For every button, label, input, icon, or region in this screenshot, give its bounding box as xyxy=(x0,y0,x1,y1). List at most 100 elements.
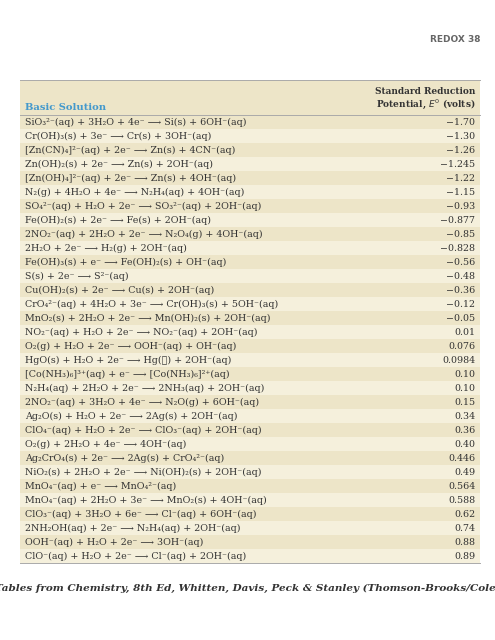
Text: ClO⁻(aq) + H₂O + 2e⁻ ⟶ Cl⁻(aq) + 2OH⁻(aq): ClO⁻(aq) + H₂O + 2e⁻ ⟶ Cl⁻(aq) + 2OH⁻(aq… xyxy=(25,552,246,561)
Text: −1.245: −1.245 xyxy=(440,160,475,169)
Text: ClO₃⁻(aq) + 3H₂O + 6e⁻ ⟶ Cl⁻(aq) + 6OH⁻(aq): ClO₃⁻(aq) + 3H₂O + 6e⁻ ⟶ Cl⁻(aq) + 6OH⁻(… xyxy=(25,509,256,519)
Text: −0.48: −0.48 xyxy=(446,272,475,281)
Text: [Co(NH₃)₆]³⁺(aq) + e⁻ ⟶ [Co(NH₃)₆]²⁺(aq): [Co(NH₃)₆]³⁺(aq) + e⁻ ⟶ [Co(NH₃)₆]²⁺(aq) xyxy=(25,370,229,379)
Bar xyxy=(20,269,480,283)
Text: Standard Reduction: Standard Reduction xyxy=(375,87,475,96)
Text: Tables from Chemistry, 8th Ed, Whitten, Davis, Peck & Stanley (Thomson-Brooks/Co: Tables from Chemistry, 8th Ed, Whitten, … xyxy=(0,584,495,593)
Bar xyxy=(20,213,480,227)
Text: −1.30: −1.30 xyxy=(446,132,475,141)
Text: −0.828: −0.828 xyxy=(440,244,475,253)
Text: 0.49: 0.49 xyxy=(454,468,475,477)
Text: 0.36: 0.36 xyxy=(454,426,475,435)
Bar xyxy=(20,437,480,451)
Text: 0.10: 0.10 xyxy=(454,384,475,393)
Bar xyxy=(20,396,480,409)
Bar xyxy=(20,535,480,549)
Text: NiO₂(s) + 2H₂O + 2e⁻ ⟶ Ni(OH)₂(s) + 2OH⁻(aq): NiO₂(s) + 2H₂O + 2e⁻ ⟶ Ni(OH)₂(s) + 2OH⁻… xyxy=(25,468,261,477)
Text: −0.36: −0.36 xyxy=(446,285,475,294)
Text: Cu(OH)₂(s) + 2e⁻ ⟶ Cu(s) + 2OH⁻(aq): Cu(OH)₂(s) + 2e⁻ ⟶ Cu(s) + 2OH⁻(aq) xyxy=(25,285,214,295)
Bar xyxy=(20,80,480,563)
Text: −0.05: −0.05 xyxy=(446,314,475,323)
Text: −0.12: −0.12 xyxy=(446,300,475,308)
Text: −0.85: −0.85 xyxy=(446,230,475,239)
Bar xyxy=(20,409,480,423)
Text: REDOX 38: REDOX 38 xyxy=(430,35,480,44)
Text: −1.70: −1.70 xyxy=(446,118,475,127)
Bar xyxy=(20,115,480,129)
Text: [Zn(OH)₄]²⁻(aq) + 2e⁻ ⟶ Zn(s) + 4OH⁻(aq): [Zn(OH)₄]²⁻(aq) + 2e⁻ ⟶ Zn(s) + 4OH⁻(aq) xyxy=(25,173,236,183)
Bar xyxy=(20,521,480,535)
Bar xyxy=(20,479,480,493)
Bar xyxy=(20,255,480,269)
Text: Ag₂CrO₄(s) + 2e⁻ ⟶ 2Ag(s) + CrO₄²⁻(aq): Ag₂CrO₄(s) + 2e⁻ ⟶ 2Ag(s) + CrO₄²⁻(aq) xyxy=(25,454,224,463)
Bar xyxy=(20,465,480,479)
Text: OOH⁻(aq) + H₂O + 2e⁻ ⟶ 3OH⁻(aq): OOH⁻(aq) + H₂O + 2e⁻ ⟶ 3OH⁻(aq) xyxy=(25,538,203,547)
Text: −0.877: −0.877 xyxy=(440,216,475,225)
Bar xyxy=(20,283,480,297)
Text: N₂H₄(aq) + 2H₂O + 2e⁻ ⟶ 2NH₃(aq) + 2OH⁻(aq): N₂H₄(aq) + 2H₂O + 2e⁻ ⟶ 2NH₃(aq) + 2OH⁻(… xyxy=(25,383,264,393)
Text: MnO₂(s) + 2H₂O + 2e⁻ ⟶ Mn(OH)₂(s) + 2OH⁻(aq): MnO₂(s) + 2H₂O + 2e⁻ ⟶ Mn(OH)₂(s) + 2OH⁻… xyxy=(25,314,270,323)
Bar xyxy=(20,172,480,185)
Bar xyxy=(20,549,480,563)
Text: 0.89: 0.89 xyxy=(454,552,475,561)
Bar xyxy=(20,339,480,353)
Bar xyxy=(20,80,480,115)
Text: −0.93: −0.93 xyxy=(446,202,475,211)
Bar xyxy=(20,367,480,381)
Bar xyxy=(20,185,480,199)
Text: HgO(s) + H₂O + 2e⁻ ⟶ Hg(ℓ) + 2OH⁻(aq): HgO(s) + H₂O + 2e⁻ ⟶ Hg(ℓ) + 2OH⁻(aq) xyxy=(25,356,231,365)
Text: ClO₄⁻(aq) + H₂O + 2e⁻ ⟶ ClO₃⁻(aq) + 2OH⁻(aq): ClO₄⁻(aq) + H₂O + 2e⁻ ⟶ ClO₃⁻(aq) + 2OH⁻… xyxy=(25,426,261,435)
Text: 0.446: 0.446 xyxy=(448,454,475,463)
Text: Potential, $E^0$ (volts): Potential, $E^0$ (volts) xyxy=(376,97,475,111)
Text: N₂(g) + 4H₂O + 4e⁻ ⟶ N₂H₄(aq) + 4OH⁻(aq): N₂(g) + 4H₂O + 4e⁻ ⟶ N₂H₄(aq) + 4OH⁻(aq) xyxy=(25,188,244,196)
Text: 2NO₂⁻(aq) + 2H₂O + 2e⁻ ⟶ N₂O₄(g) + 4OH⁻(aq): 2NO₂⁻(aq) + 2H₂O + 2e⁻ ⟶ N₂O₄(g) + 4OH⁻(… xyxy=(25,230,262,239)
Text: 0.588: 0.588 xyxy=(448,496,475,505)
Text: 0.076: 0.076 xyxy=(448,342,475,351)
Text: 0.88: 0.88 xyxy=(454,538,475,547)
Bar xyxy=(20,507,480,521)
Text: 0.62: 0.62 xyxy=(454,509,475,518)
Text: −1.22: −1.22 xyxy=(446,173,475,182)
Text: 0.564: 0.564 xyxy=(448,482,475,491)
Text: [Zn(CN)₄]²⁻(aq) + 2e⁻ ⟶ Zn(s) + 4CN⁻(aq): [Zn(CN)₄]²⁻(aq) + 2e⁻ ⟶ Zn(s) + 4CN⁻(aq) xyxy=(25,146,235,155)
Bar xyxy=(20,297,480,311)
Text: 0.0984: 0.0984 xyxy=(442,356,475,365)
Text: 0.10: 0.10 xyxy=(454,370,475,379)
Text: SiO₃²⁻(aq) + 3H₂O + 4e⁻ ⟶ Si(s) + 6OH⁻(aq): SiO₃²⁻(aq) + 3H₂O + 4e⁻ ⟶ Si(s) + 6OH⁻(a… xyxy=(25,118,246,127)
Text: 2NH₂OH(aq) + 2e⁻ ⟶ N₂H₄(aq) + 2OH⁻(aq): 2NH₂OH(aq) + 2e⁻ ⟶ N₂H₄(aq) + 2OH⁻(aq) xyxy=(25,524,240,532)
Text: O₂(g) + H₂O + 2e⁻ ⟶ OOH⁻(aq) + OH⁻(aq): O₂(g) + H₂O + 2e⁻ ⟶ OOH⁻(aq) + OH⁻(aq) xyxy=(25,342,236,351)
Text: −0.56: −0.56 xyxy=(446,258,475,267)
Text: Basic Solution: Basic Solution xyxy=(25,103,106,112)
Text: Zn(OH)₂(s) + 2e⁻ ⟶ Zn(s) + 2OH⁻(aq): Zn(OH)₂(s) + 2e⁻ ⟶ Zn(s) + 2OH⁻(aq) xyxy=(25,159,213,169)
Text: Fe(OH)₃(s) + e⁻ ⟶ Fe(OH)₂(s) + OH⁻(aq): Fe(OH)₃(s) + e⁻ ⟶ Fe(OH)₂(s) + OH⁻(aq) xyxy=(25,258,226,267)
Bar xyxy=(20,129,480,143)
Text: MnO₄⁻(aq) + e⁻ ⟶ MnO₄²⁻(aq): MnO₄⁻(aq) + e⁻ ⟶ MnO₄²⁻(aq) xyxy=(25,482,176,491)
Text: −1.26: −1.26 xyxy=(446,146,475,155)
Bar xyxy=(20,157,480,171)
Bar xyxy=(20,451,480,465)
Bar xyxy=(20,493,480,507)
Text: SO₄²⁻(aq) + H₂O + 2e⁻ ⟶ SO₃²⁻(aq) + 2OH⁻(aq): SO₄²⁻(aq) + H₂O + 2e⁻ ⟶ SO₃²⁻(aq) + 2OH⁻… xyxy=(25,202,261,211)
Bar xyxy=(20,241,480,255)
Text: 0.01: 0.01 xyxy=(454,328,475,337)
Bar xyxy=(20,227,480,241)
Text: O₂(g) + 2H₂O + 4e⁻ ⟶ 4OH⁻(aq): O₂(g) + 2H₂O + 4e⁻ ⟶ 4OH⁻(aq) xyxy=(25,440,186,449)
Bar xyxy=(20,381,480,395)
Bar xyxy=(20,143,480,157)
Bar xyxy=(20,353,480,367)
Text: 2NO₂⁻(aq) + 3H₂O + 4e⁻ ⟶ N₂O(g) + 6OH⁻(aq): 2NO₂⁻(aq) + 3H₂O + 4e⁻ ⟶ N₂O(g) + 6OH⁻(a… xyxy=(25,397,259,407)
Text: 0.15: 0.15 xyxy=(454,397,475,406)
Text: 0.74: 0.74 xyxy=(454,524,475,532)
Text: MnO₄⁻(aq) + 2H₂O + 3e⁻ ⟶ MnO₂(s) + 4OH⁻(aq): MnO₄⁻(aq) + 2H₂O + 3e⁻ ⟶ MnO₂(s) + 4OH⁻(… xyxy=(25,495,266,505)
Bar xyxy=(20,199,480,213)
Bar xyxy=(20,423,480,437)
Bar xyxy=(20,325,480,339)
Text: S(s) + 2e⁻ ⟶ S²⁻(aq): S(s) + 2e⁻ ⟶ S²⁻(aq) xyxy=(25,271,128,281)
Text: −1.15: −1.15 xyxy=(446,188,475,196)
Text: 0.40: 0.40 xyxy=(454,440,475,449)
Text: 2H₂O + 2e⁻ ⟶ H₂(g) + 2OH⁻(aq): 2H₂O + 2e⁻ ⟶ H₂(g) + 2OH⁻(aq) xyxy=(25,244,187,253)
Text: 0.34: 0.34 xyxy=(454,412,475,420)
Text: CrO₄²⁻(aq) + 4H₂O + 3e⁻ ⟶ Cr(OH)₃(s) + 5OH⁻(aq): CrO₄²⁻(aq) + 4H₂O + 3e⁻ ⟶ Cr(OH)₃(s) + 5… xyxy=(25,300,278,308)
Text: NO₂⁻(aq) + H₂O + 2e⁻ ⟶ NO₂⁻(aq) + 2OH⁻(aq): NO₂⁻(aq) + H₂O + 2e⁻ ⟶ NO₂⁻(aq) + 2OH⁻(a… xyxy=(25,328,257,337)
Text: Ag₂O(s) + H₂O + 2e⁻ ⟶ 2Ag(s) + 2OH⁻(aq): Ag₂O(s) + H₂O + 2e⁻ ⟶ 2Ag(s) + 2OH⁻(aq) xyxy=(25,412,237,420)
